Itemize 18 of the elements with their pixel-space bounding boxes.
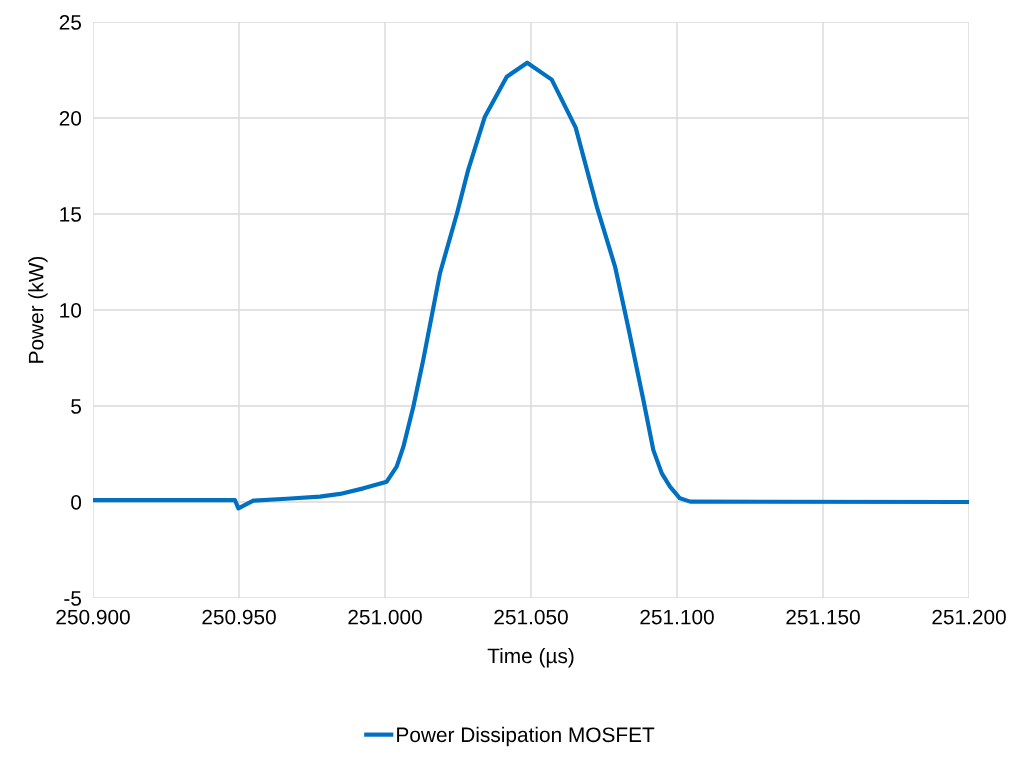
x-tick-label: 251.000 <box>348 609 422 625</box>
x-tick-label: 251.050 <box>494 609 568 625</box>
y-tick-label: 10 <box>60 303 82 318</box>
x-tick-label: 251.150 <box>786 609 860 625</box>
x-tick-label: 251.200 <box>932 609 1006 625</box>
y-tick-label: 0 <box>71 495 82 510</box>
y-tick-label: 20 <box>59 111 82 126</box>
line-series <box>93 60 969 511</box>
x-tick-label: 250.950 <box>202 609 276 625</box>
x-tick-label: 250.900 <box>56 609 130 625</box>
y-tick-label: 25 <box>59 15 82 30</box>
legend-label: Power Dissipation MOSFET <box>397 726 655 747</box>
y-tick-label: 15 <box>60 207 82 222</box>
y-tick-label: -5 <box>64 591 82 606</box>
x-tick-label: 251.100 <box>640 609 714 625</box>
y-axis-title: Power (kW) <box>28 256 48 363</box>
y-tick-label: 5 <box>71 399 82 414</box>
x-axis-title: Time (µs) <box>487 647 574 668</box>
